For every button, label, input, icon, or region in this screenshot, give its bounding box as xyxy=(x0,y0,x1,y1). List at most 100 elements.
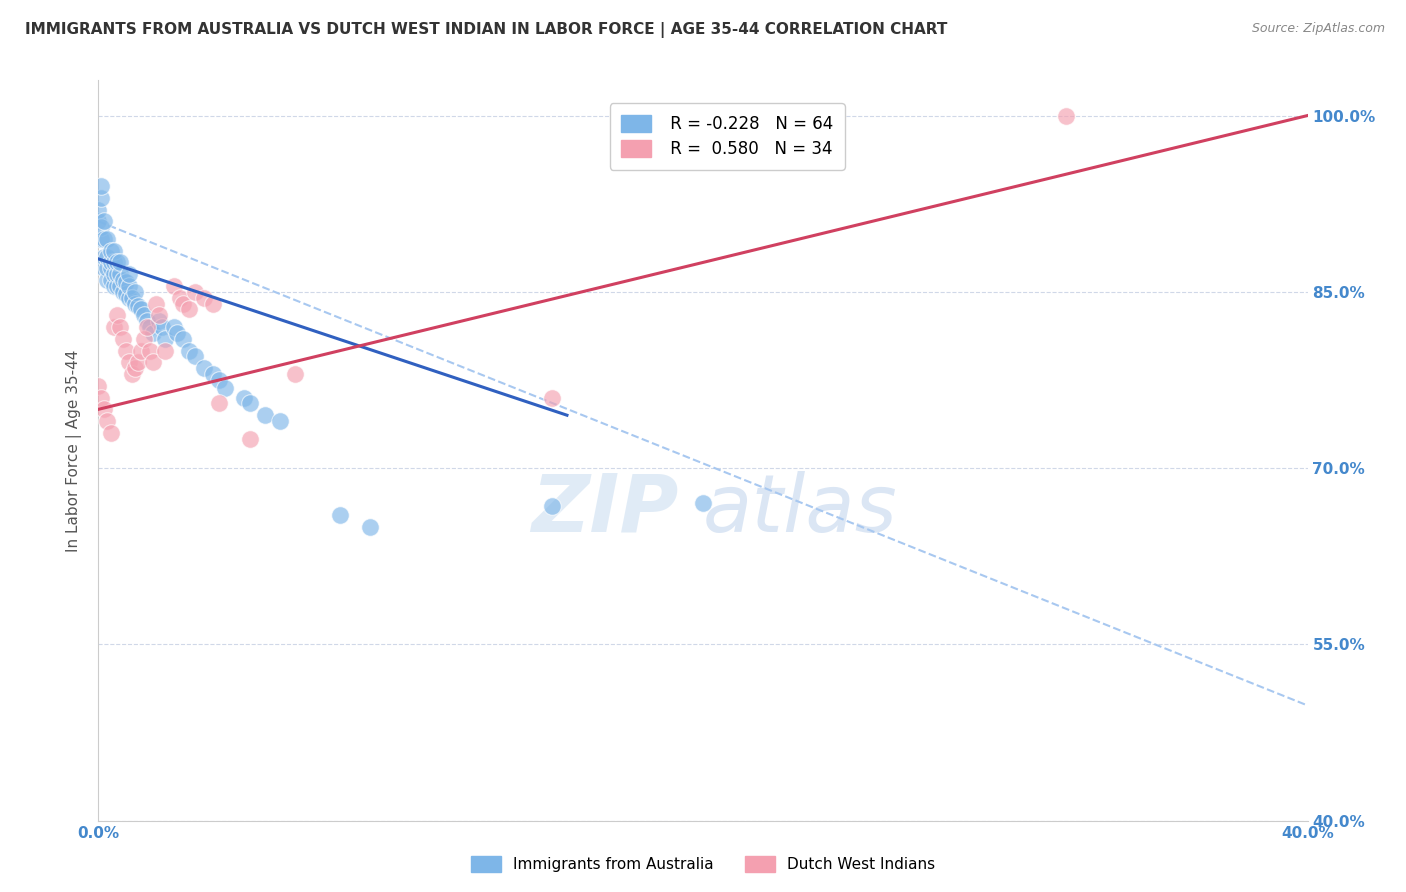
Point xyxy=(96,232,118,246)
Point xyxy=(105,279,128,293)
Point xyxy=(208,396,231,410)
Point xyxy=(253,408,276,422)
Point xyxy=(118,279,141,293)
Point xyxy=(118,355,141,369)
Point xyxy=(139,343,162,358)
Point xyxy=(100,273,122,287)
Point xyxy=(108,255,131,269)
Point xyxy=(208,373,231,387)
Point xyxy=(87,214,110,228)
Point xyxy=(100,425,122,440)
Point xyxy=(105,255,128,269)
Point xyxy=(105,308,128,322)
Point xyxy=(96,414,118,428)
Point xyxy=(96,273,118,287)
Point xyxy=(114,276,136,290)
Point xyxy=(105,267,128,281)
Point xyxy=(90,232,112,246)
Point xyxy=(90,191,112,205)
Point xyxy=(184,285,207,299)
Point xyxy=(93,232,115,246)
Point xyxy=(132,308,155,322)
Point xyxy=(172,332,194,346)
Legend:  R = -0.228   N = 64,  R =  0.580   N = 34: R = -0.228 N = 64, R = 0.580 N = 34 xyxy=(610,103,845,169)
Point xyxy=(100,244,122,258)
Point xyxy=(202,296,225,310)
Point xyxy=(103,255,125,269)
Text: ZIP: ZIP xyxy=(531,471,679,549)
Point xyxy=(163,320,186,334)
Point xyxy=(329,508,352,522)
Point xyxy=(100,261,122,276)
Point xyxy=(540,499,562,513)
Point xyxy=(118,291,141,305)
Point xyxy=(124,285,146,299)
Point xyxy=(103,320,125,334)
Point xyxy=(239,396,262,410)
Point xyxy=(127,299,149,313)
Point xyxy=(103,244,125,258)
Point xyxy=(127,355,149,369)
Point xyxy=(108,279,131,293)
Point xyxy=(111,285,134,299)
Point xyxy=(139,320,162,334)
Point xyxy=(148,314,170,328)
Point xyxy=(179,343,201,358)
Point xyxy=(111,332,134,346)
Point xyxy=(114,287,136,301)
Point xyxy=(93,214,115,228)
Point xyxy=(121,367,143,381)
Point xyxy=(153,343,176,358)
Point xyxy=(129,302,152,317)
Point xyxy=(148,308,170,322)
Point xyxy=(142,355,165,369)
Point xyxy=(90,220,112,235)
Point xyxy=(135,320,157,334)
Point xyxy=(114,343,136,358)
Point xyxy=(692,496,714,510)
Point xyxy=(179,302,201,317)
Point xyxy=(132,332,155,346)
Legend: Immigrants from Australia, Dutch West Indians: Immigrants from Australia, Dutch West In… xyxy=(463,848,943,880)
Text: Source: ZipAtlas.com: Source: ZipAtlas.com xyxy=(1251,22,1385,36)
Point xyxy=(103,279,125,293)
Point xyxy=(90,179,112,194)
Point xyxy=(360,520,382,534)
Point xyxy=(1054,109,1077,123)
Point xyxy=(93,261,115,276)
Point xyxy=(129,343,152,358)
Point xyxy=(103,267,125,281)
Point xyxy=(172,296,194,310)
Point xyxy=(163,279,186,293)
Point xyxy=(108,267,131,281)
Point xyxy=(150,320,173,334)
Point xyxy=(166,326,188,340)
Point xyxy=(108,320,131,334)
Point xyxy=(135,314,157,328)
Point xyxy=(142,326,165,340)
Point xyxy=(193,291,215,305)
Point xyxy=(100,255,122,269)
Point xyxy=(269,414,291,428)
Point xyxy=(153,332,176,346)
Point xyxy=(239,432,262,446)
Y-axis label: In Labor Force | Age 35-44: In Labor Force | Age 35-44 xyxy=(66,350,83,551)
Point xyxy=(284,367,307,381)
Point xyxy=(87,202,110,217)
Text: atlas: atlas xyxy=(703,471,898,549)
Point xyxy=(184,350,207,364)
Point xyxy=(96,261,118,276)
Point xyxy=(111,273,134,287)
Point xyxy=(193,361,215,376)
Point xyxy=(87,379,110,393)
Point xyxy=(121,291,143,305)
Point xyxy=(93,250,115,264)
Point xyxy=(124,296,146,310)
Point xyxy=(214,381,236,395)
Point xyxy=(540,391,562,405)
Point xyxy=(90,391,112,405)
Point xyxy=(232,391,254,405)
Text: IMMIGRANTS FROM AUSTRALIA VS DUTCH WEST INDIAN IN LABOR FORCE | AGE 35-44 CORREL: IMMIGRANTS FROM AUSTRALIA VS DUTCH WEST … xyxy=(25,22,948,38)
Point xyxy=(202,367,225,381)
Point xyxy=(118,267,141,281)
